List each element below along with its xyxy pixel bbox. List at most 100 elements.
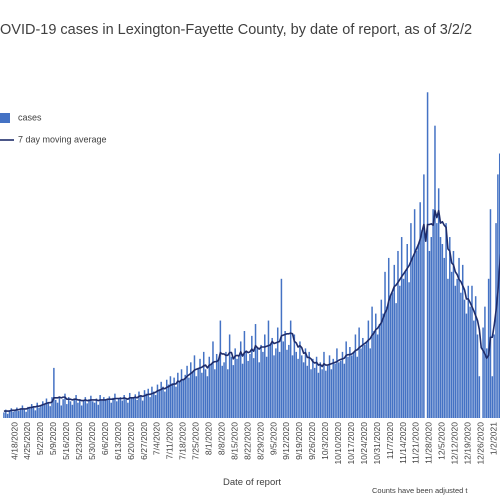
bar (323, 351, 325, 418)
x-tick-label: 12/12/2020 (450, 422, 460, 465)
x-tick-label: 12/19/2020 (463, 422, 473, 465)
bar (236, 358, 238, 418)
bar (71, 404, 74, 418)
bar (461, 264, 464, 418)
bar (147, 388, 149, 418)
bar (267, 320, 270, 418)
x-tick-label: 6/6/2020 (100, 422, 110, 455)
bar (458, 257, 460, 418)
bar (373, 331, 375, 418)
bar (54, 399, 57, 418)
bar (79, 399, 81, 418)
bar (299, 341, 301, 418)
x-tick-label: 11/7/2020 (385, 422, 395, 459)
bar (228, 334, 231, 418)
bar (449, 237, 451, 418)
bar (284, 331, 286, 418)
bar (437, 188, 440, 418)
bar (217, 358, 220, 418)
bar (360, 348, 362, 418)
bar (365, 341, 368, 418)
bar (387, 257, 390, 418)
bar (326, 365, 329, 418)
bar (354, 334, 357, 418)
bar (190, 362, 192, 418)
x-tick-label: 1/2/2021 (488, 422, 498, 455)
x-tick-label: 5/16/2020 (61, 422, 71, 460)
bar (12, 411, 14, 418)
x-tick-label: 9/26/2020 (307, 422, 317, 460)
bar (362, 337, 364, 418)
bar (321, 369, 323, 418)
bar (23, 409, 26, 418)
bar (271, 337, 273, 418)
bar (332, 358, 334, 418)
bar (293, 334, 296, 418)
bar (367, 320, 370, 418)
bar (25, 411, 27, 418)
bar (45, 398, 48, 418)
bar (295, 351, 297, 418)
x-tick-label: 12/26/2020 (475, 422, 485, 465)
bar (47, 403, 50, 418)
bar (319, 362, 322, 418)
bar (452, 250, 455, 418)
bar (119, 397, 122, 418)
x-axis-title: Date of report (223, 477, 281, 488)
bar (193, 355, 196, 418)
bar (312, 358, 314, 418)
bar (278, 351, 281, 418)
bar (34, 410, 37, 418)
x-tick-label: 10/3/2020 (320, 422, 330, 460)
bar (91, 401, 94, 418)
bar (471, 285, 473, 418)
bar (88, 399, 90, 418)
bar (460, 292, 462, 418)
bar (347, 356, 349, 418)
bar (210, 363, 212, 418)
x-tick-label: 11/21/2020 (411, 422, 421, 464)
bar (306, 365, 309, 418)
bar (363, 344, 366, 418)
bar (495, 223, 497, 418)
bar (149, 397, 151, 418)
x-tick-label: 7/18/2020 (178, 422, 188, 460)
bar (413, 209, 416, 418)
bar (125, 399, 127, 418)
bar (469, 306, 471, 418)
bar (447, 278, 449, 418)
bar (256, 348, 259, 418)
bar (73, 398, 75, 418)
bar (10, 408, 13, 418)
bar (8, 411, 11, 418)
bar (154, 395, 157, 418)
bar (191, 372, 194, 418)
bar (128, 392, 131, 418)
bar (282, 341, 285, 418)
bar (395, 303, 397, 418)
bar (53, 367, 55, 418)
bar (419, 202, 421, 418)
bar (423, 174, 425, 418)
bar (325, 370, 327, 418)
bar (402, 278, 405, 418)
bar (58, 396, 61, 418)
bar (43, 404, 46, 418)
bar (225, 351, 227, 418)
bar (64, 393, 66, 418)
bar (175, 386, 177, 418)
bar (112, 397, 114, 418)
bar (127, 402, 129, 418)
bar (417, 244, 420, 418)
bar (358, 327, 360, 418)
bar (456, 278, 458, 418)
bar (280, 278, 283, 418)
bar (188, 377, 190, 418)
x-tick-label: 8/22/2020 (242, 422, 252, 460)
bar (478, 376, 481, 418)
bar (393, 264, 396, 418)
bar (313, 367, 316, 418)
bar (465, 313, 468, 418)
bar (243, 331, 246, 418)
